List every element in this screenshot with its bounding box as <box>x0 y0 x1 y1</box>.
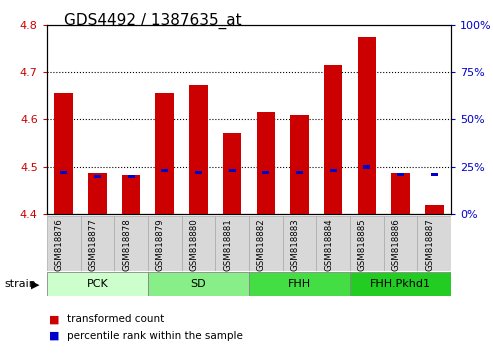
Bar <box>256 112 275 214</box>
Bar <box>350 272 451 296</box>
Bar <box>431 173 438 176</box>
Text: GSM818886: GSM818886 <box>391 218 400 271</box>
Bar <box>80 216 114 271</box>
Bar <box>148 216 181 271</box>
Bar <box>161 169 168 172</box>
Text: percentile rank within the sample: percentile rank within the sample <box>67 331 243 341</box>
Text: GSM818883: GSM818883 <box>290 218 300 271</box>
Bar <box>290 115 309 214</box>
Text: GSM818879: GSM818879 <box>156 218 165 271</box>
Bar <box>181 216 215 271</box>
Text: GSM818885: GSM818885 <box>358 218 367 271</box>
Text: ■: ■ <box>49 314 60 324</box>
Text: GSM818887: GSM818887 <box>425 218 434 271</box>
Bar <box>350 216 384 271</box>
Bar <box>282 216 317 271</box>
Text: ▶: ▶ <box>31 280 39 290</box>
Text: GSM818882: GSM818882 <box>257 218 266 271</box>
Text: PCK: PCK <box>86 279 108 289</box>
Bar <box>215 216 249 271</box>
Bar <box>148 272 249 296</box>
Bar <box>47 272 148 296</box>
Text: FHH: FHH <box>288 279 311 289</box>
Bar <box>317 216 350 271</box>
Bar <box>397 173 404 176</box>
Text: GSM818880: GSM818880 <box>189 218 198 271</box>
Bar <box>122 175 141 214</box>
Bar <box>189 85 208 214</box>
Bar <box>324 65 343 214</box>
Text: GDS4492 / 1387635_at: GDS4492 / 1387635_at <box>64 12 242 29</box>
Text: GSM818878: GSM818878 <box>122 218 131 271</box>
Bar <box>128 175 135 178</box>
Bar <box>114 216 148 271</box>
Bar <box>425 205 444 214</box>
Text: GSM818884: GSM818884 <box>324 218 333 271</box>
Bar <box>384 216 418 271</box>
Bar <box>262 171 269 174</box>
Bar <box>47 216 80 271</box>
Bar <box>249 272 350 296</box>
Bar <box>229 169 236 172</box>
Text: GSM818876: GSM818876 <box>55 218 64 271</box>
Text: strain: strain <box>4 279 36 289</box>
Bar <box>296 171 303 174</box>
Text: ■: ■ <box>49 331 60 341</box>
Bar <box>418 216 451 271</box>
Bar <box>357 36 376 214</box>
Text: GSM818877: GSM818877 <box>88 218 98 271</box>
Text: transformed count: transformed count <box>67 314 164 324</box>
Bar <box>195 171 202 174</box>
Bar <box>330 169 337 172</box>
Bar <box>223 133 242 214</box>
Bar <box>88 173 106 214</box>
Text: SD: SD <box>191 279 206 289</box>
Text: GSM818881: GSM818881 <box>223 218 232 271</box>
Bar <box>391 173 410 214</box>
Bar <box>363 165 370 169</box>
Bar <box>155 93 174 214</box>
Bar <box>94 175 101 178</box>
Bar <box>54 93 73 214</box>
Bar <box>60 171 67 174</box>
Text: FHH.Pkhd1: FHH.Pkhd1 <box>370 279 431 289</box>
Bar <box>249 216 282 271</box>
